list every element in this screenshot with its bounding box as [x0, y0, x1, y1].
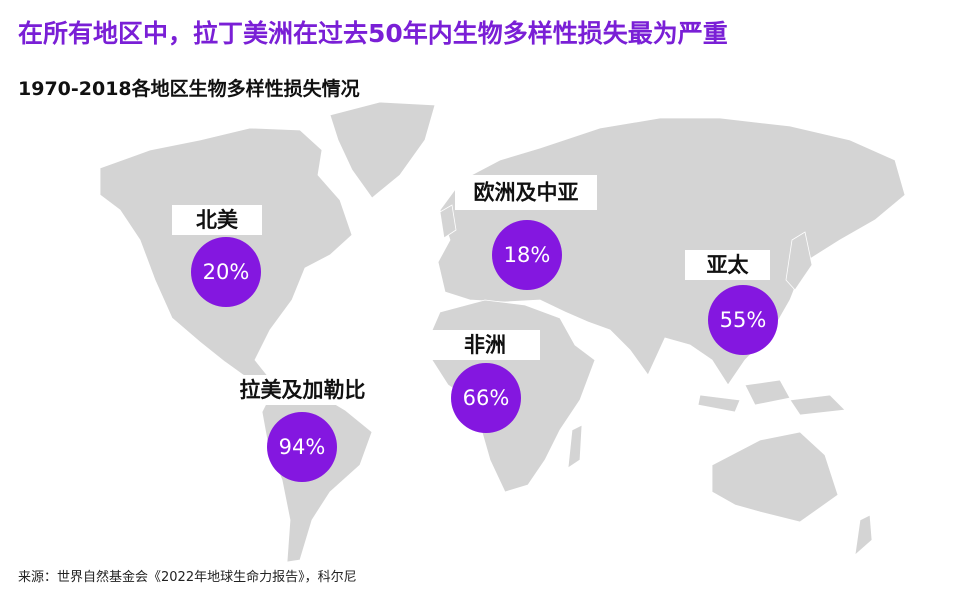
greenland [329, 101, 436, 199]
value-circle [451, 363, 521, 433]
source: 来源：世界自然基金会《2022年地球生命力报告》，科尔尼 [18, 570, 357, 585]
australia [711, 431, 839, 523]
value-circle [708, 285, 778, 355]
region-value: 20% [203, 260, 250, 284]
region-name: 北美 [196, 208, 238, 232]
subtitle: 1970-2018各地区生物多样性损失情况 [18, 78, 360, 100]
label-box [225, 375, 380, 405]
value-circle [492, 220, 562, 290]
region-name: 亚太 [707, 253, 750, 277]
new-zealand [854, 514, 873, 557]
region-name: 非洲 [464, 333, 506, 357]
label-box [685, 250, 770, 280]
region-value: 94% [279, 435, 326, 459]
region-name: 拉美及加勒比 [240, 378, 366, 402]
label-box [430, 330, 540, 360]
label-box [172, 205, 262, 235]
uk [439, 204, 457, 239]
title: 在所有地区中，拉丁美洲在过去50年内生物多样性损失最为严重 [18, 19, 728, 48]
indonesia [697, 379, 846, 416]
japan [785, 231, 813, 291]
region-name: 欧洲及中亚 [474, 181, 579, 205]
label-box [455, 175, 597, 210]
region-value: 18% [504, 243, 551, 267]
value-circle [267, 412, 337, 482]
value-circle [191, 237, 261, 307]
region-value: 55% [720, 308, 767, 332]
madagascar [567, 424, 583, 469]
region-value: 66% [463, 386, 510, 410]
